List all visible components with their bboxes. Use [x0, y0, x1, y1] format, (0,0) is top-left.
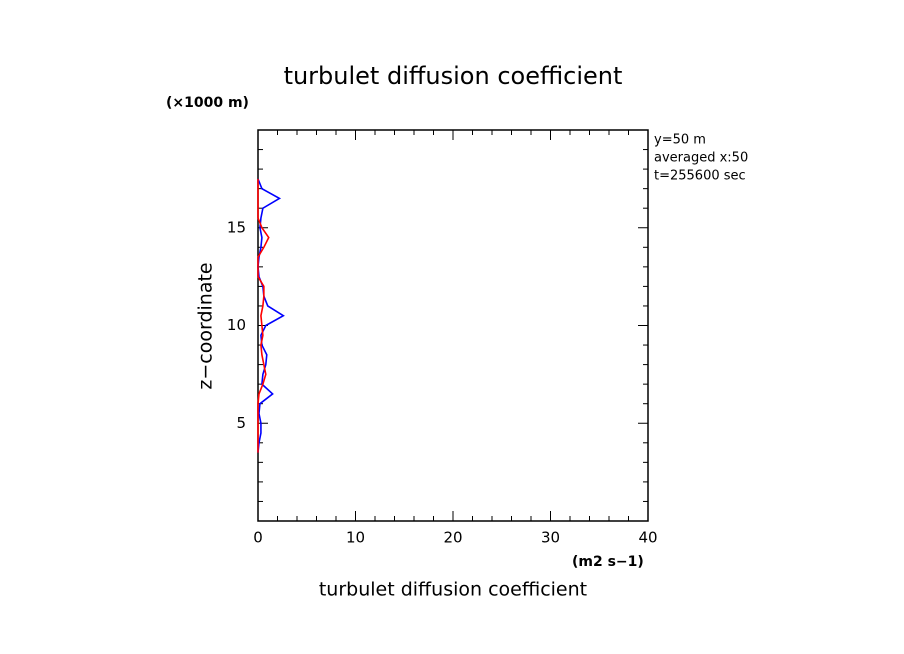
y-axis-label: z−coordinate [195, 262, 217, 389]
profile-line [257, 178, 285, 453]
plot-frame [257, 129, 649, 522]
x-tick-label: 10 [346, 529, 365, 547]
x-tick-label: 40 [638, 529, 657, 547]
x-tick-label: 0 [253, 529, 263, 547]
annotation: y=50 m [654, 133, 706, 148]
x-tick-label: 20 [443, 529, 462, 547]
annotation: averaged x:50 [654, 151, 748, 166]
x-tick-label: 30 [541, 529, 560, 547]
y-unit: (×1000 m) [166, 95, 249, 111]
y-tick-label: 15 [227, 218, 246, 236]
x-axis-label: turbulet diffusion coefficient [319, 579, 587, 601]
y-tick-label: 10 [227, 316, 246, 334]
y-tick-label: 5 [236, 414, 246, 432]
annotation: t=255600 sec [654, 169, 746, 184]
profile-line [257, 178, 270, 453]
x-unit: (m2 s−1) [572, 554, 644, 570]
chart-title: turbulet diffusion coefficient [284, 62, 623, 90]
